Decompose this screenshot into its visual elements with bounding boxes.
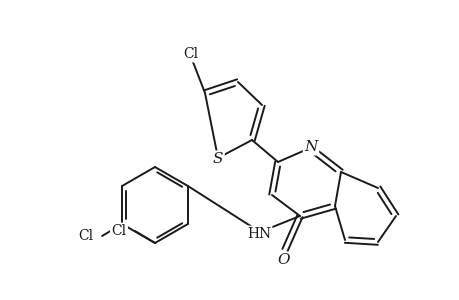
Text: HN: HN xyxy=(246,227,270,241)
Text: Cl: Cl xyxy=(183,47,198,61)
Text: S: S xyxy=(212,152,223,166)
Text: Cl: Cl xyxy=(111,224,126,238)
Text: O: O xyxy=(277,253,290,267)
Text: Cl: Cl xyxy=(78,229,94,243)
Text: N: N xyxy=(304,140,317,154)
